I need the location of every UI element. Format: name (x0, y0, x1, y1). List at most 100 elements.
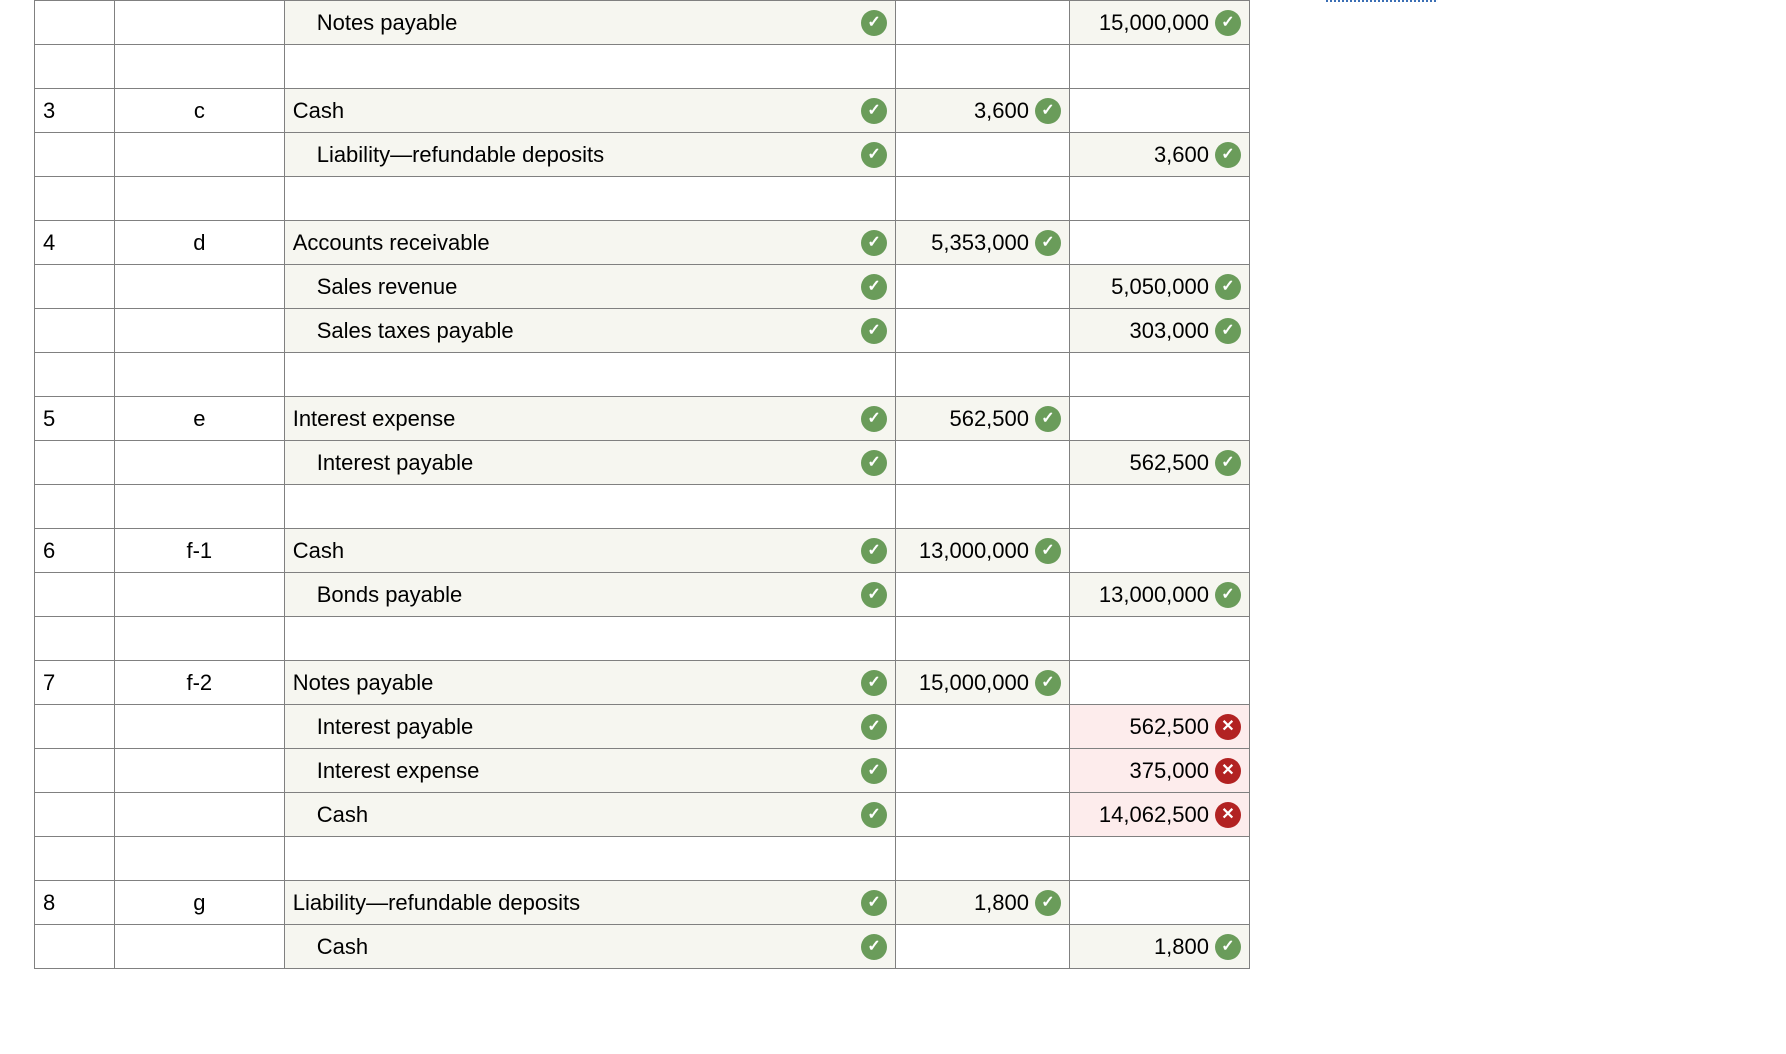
correct-icon (861, 538, 887, 564)
correct-icon (1035, 230, 1061, 256)
entry-number: 7 (43, 670, 55, 695)
table-row: Notes payable 15,000,000 (35, 1, 1250, 45)
correct-icon (861, 318, 887, 344)
correct-icon (861, 274, 887, 300)
transaction-code: c (194, 98, 205, 123)
correct-icon (1215, 142, 1241, 168)
annotation-dotted-line (1326, 0, 1436, 2)
transaction-code: g (193, 890, 205, 915)
account-name[interactable]: Notes payable (293, 670, 861, 696)
correct-icon (1215, 450, 1241, 476)
table-row: Cash 14,062,500 (35, 793, 1250, 837)
incorrect-icon (1215, 758, 1241, 784)
table-row (35, 177, 1250, 221)
table-row: Interest expense 375,000 (35, 749, 1250, 793)
entry-number: 5 (43, 406, 55, 431)
incorrect-icon (1215, 802, 1241, 828)
table-row: Liability—refundable deposits 3,600 (35, 133, 1250, 177)
table-row: 7 f-2 Notes payable 15,000,000 (35, 661, 1250, 705)
credit-amount[interactable]: 1,800 (1154, 934, 1209, 960)
table-row (35, 45, 1250, 89)
transaction-code: e (193, 406, 205, 431)
debit-amount[interactable]: 13,000,000 (919, 538, 1029, 564)
table-row: Interest payable 562,500 (35, 705, 1250, 749)
transaction-code: f-1 (186, 538, 212, 563)
correct-icon (1215, 318, 1241, 344)
table-row: 8 g Liability—refundable deposits 1,800 (35, 881, 1250, 925)
credit-amount[interactable]: 5,050,000 (1111, 274, 1209, 300)
correct-icon (1215, 582, 1241, 608)
entry-number: 8 (43, 890, 55, 915)
account-name[interactable]: Cash (293, 98, 861, 124)
correct-icon (861, 582, 887, 608)
transaction-code: f-2 (186, 670, 212, 695)
correct-icon (861, 406, 887, 432)
entry-number: 3 (43, 98, 55, 123)
account-name[interactable]: Sales taxes payable (293, 318, 861, 344)
correct-icon (1215, 10, 1241, 36)
correct-icon (861, 450, 887, 476)
table-row (35, 837, 1250, 881)
table-row: Sales taxes payable 303,000 (35, 309, 1250, 353)
account-name[interactable]: Cash (293, 934, 861, 960)
account-name[interactable]: Bonds payable (293, 582, 861, 608)
account-name[interactable]: Sales revenue (293, 274, 861, 300)
correct-icon (1035, 890, 1061, 916)
debit-amount[interactable]: 15,000,000 (919, 670, 1029, 696)
correct-icon (1035, 98, 1061, 124)
account-name[interactable]: Liability—refundable deposits (293, 142, 861, 168)
debit-amount[interactable]: 1,800 (974, 890, 1029, 916)
account-name[interactable]: Interest expense (293, 758, 861, 784)
table-row (35, 485, 1250, 529)
correct-icon (1035, 670, 1061, 696)
table-row: 5 e Interest expense 562,500 (35, 397, 1250, 441)
credit-amount[interactable]: 13,000,000 (1099, 582, 1209, 608)
credit-amount[interactable]: 562,500 (1129, 714, 1209, 740)
table-row: Interest payable 562,500 (35, 441, 1250, 485)
account-name[interactable]: Interest payable (293, 450, 861, 476)
table-row (35, 617, 1250, 661)
table-row (35, 353, 1250, 397)
journal-entry-table: Notes payable15,000,0003cCash3,600Liabil… (34, 0, 1250, 969)
table-row: 6 f-1 Cash 13,000,000 (35, 529, 1250, 573)
correct-icon (861, 758, 887, 784)
credit-amount[interactable]: 14,062,500 (1099, 802, 1209, 828)
debit-amount[interactable]: 562,500 (949, 406, 1029, 432)
correct-icon (861, 934, 887, 960)
correct-icon (861, 890, 887, 916)
account-name[interactable]: Accounts receivable (293, 230, 861, 256)
debit-amount[interactable]: 5,353,000 (931, 230, 1029, 256)
correct-icon (1035, 538, 1061, 564)
table-row: Cash 1,800 (35, 925, 1250, 969)
account-name[interactable]: Liability—refundable deposits (293, 890, 861, 916)
account-name[interactable]: Interest expense (293, 406, 861, 432)
correct-icon (1215, 274, 1241, 300)
account-name[interactable]: Cash (293, 538, 861, 564)
table-row: Sales revenue 5,050,000 (35, 265, 1250, 309)
transaction-code: d (193, 230, 205, 255)
account-name[interactable]: Cash (293, 802, 861, 828)
credit-amount[interactable]: 562,500 (1129, 450, 1209, 476)
credit-amount[interactable]: 15,000,000 (1099, 10, 1209, 36)
account-name[interactable]: Notes payable (293, 10, 861, 36)
debit-amount[interactable]: 3,600 (974, 98, 1029, 124)
table-row: 3 c Cash 3,600 (35, 89, 1250, 133)
entry-number: 4 (43, 230, 55, 255)
correct-icon (861, 714, 887, 740)
credit-amount[interactable]: 3,600 (1154, 142, 1209, 168)
correct-icon (1035, 406, 1061, 432)
incorrect-icon (1215, 714, 1241, 740)
table-row: Bonds payable 13,000,000 (35, 573, 1250, 617)
correct-icon (1215, 934, 1241, 960)
correct-icon (861, 10, 887, 36)
table-row: 4 d Accounts receivable 5,353,000 (35, 221, 1250, 265)
correct-icon (861, 98, 887, 124)
account-name[interactable]: Interest payable (293, 714, 861, 740)
credit-amount[interactable]: 303,000 (1129, 318, 1209, 344)
correct-icon (861, 230, 887, 256)
credit-amount[interactable]: 375,000 (1129, 758, 1209, 784)
entry-number: 6 (43, 538, 55, 563)
correct-icon (861, 142, 887, 168)
correct-icon (861, 802, 887, 828)
correct-icon (861, 670, 887, 696)
